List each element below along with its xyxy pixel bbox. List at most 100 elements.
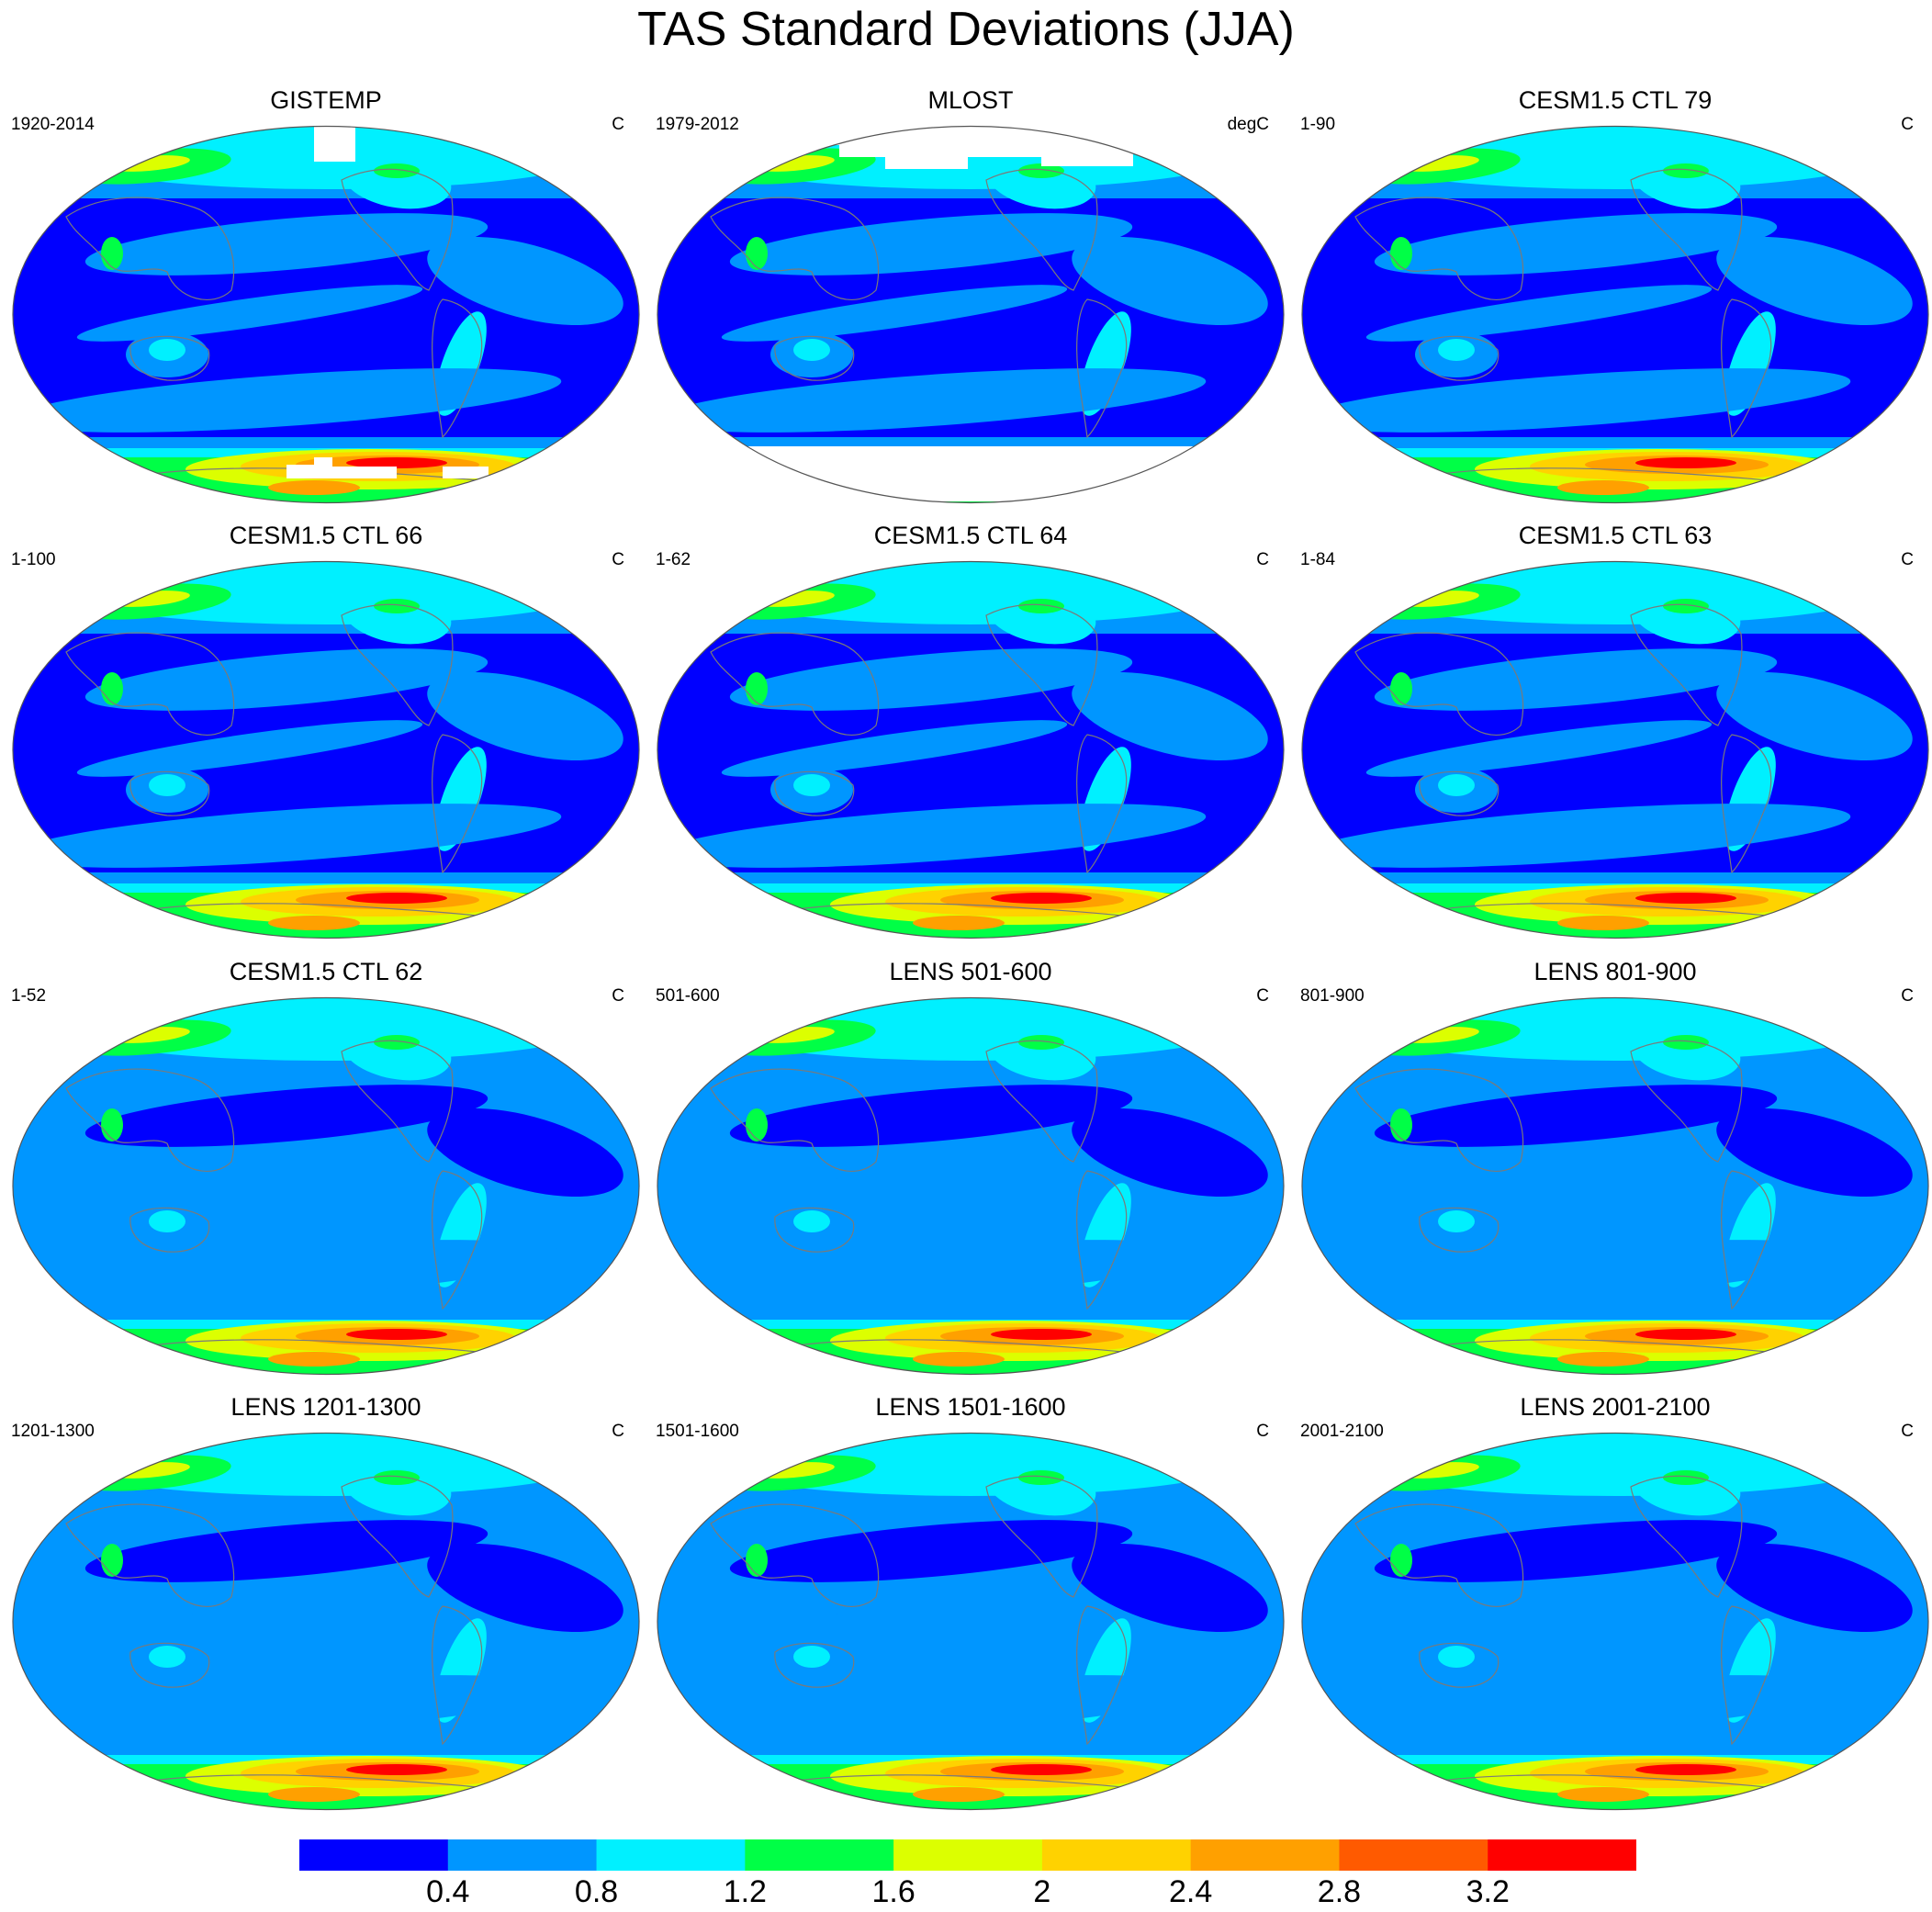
field-india (746, 1108, 768, 1142)
coastline-south-america (1721, 298, 1772, 439)
map-panel: GISTEMP 1920-2014 C (11, 86, 641, 504)
field-australia-core (149, 1646, 185, 1668)
coastline-australia (774, 335, 855, 381)
field-north-america-core (1663, 1470, 1709, 1485)
field-north-america-core (1663, 163, 1709, 178)
field-north-america (342, 586, 452, 645)
coastline-asia (710, 632, 880, 736)
coastline-south-america (432, 298, 483, 439)
coastline-asia (1354, 197, 1524, 300)
panel-title: CESM1.5 CTL 64 (873, 522, 1068, 549)
map-border (657, 560, 1285, 939)
map-panel: CESM1.5 CTL 63 1-84 C (1300, 522, 1930, 939)
field-antarctic-west (1557, 1787, 1649, 1802)
coastline-asia (65, 632, 235, 736)
field-india (101, 1108, 123, 1142)
field-equatorial-band (1365, 1591, 1713, 1648)
robinson-map (1301, 1432, 1929, 1811)
field-australia-core (793, 774, 830, 796)
field-southern-ocean (1302, 368, 1851, 433)
field-australia-core (149, 774, 185, 796)
field-antarctic-max (346, 1329, 447, 1340)
field-north-america-core (374, 163, 420, 178)
colorbar-labels: 0.4 0.8 1.2 1.6 2 2.4 2.8 3.2 (0, 1873, 1932, 1910)
map-panel: CESM1.5 CTL 66 1-100 C (11, 522, 641, 939)
coastline-north-america (985, 603, 1098, 726)
field-north-pacific (1374, 1520, 1778, 1582)
panel-title: CESM1.5 CTL 62 (229, 958, 423, 985)
colorbar-tick-label: 3.2 (1466, 1874, 1510, 1909)
field-antarctic-west (913, 916, 1005, 930)
coastline-south-america (432, 734, 483, 874)
coastline-australia (129, 1207, 210, 1253)
map-panel: MLOST 1979-2012 degC (656, 86, 1286, 504)
field-tropical-atlantic (1716, 672, 1913, 760)
panel-title: GISTEMP (270, 86, 382, 114)
field-north-pacific (1374, 213, 1778, 276)
field-tropical-atlantic (427, 1544, 623, 1632)
panel-units: C (1256, 1422, 1269, 1441)
coastline-australia (129, 335, 210, 381)
field-north-america-core (1663, 599, 1709, 613)
coastline-australia (129, 1642, 210, 1688)
coastline-asia (65, 197, 235, 300)
coastline-australia (1419, 1642, 1500, 1688)
coastline-asia (65, 1503, 235, 1607)
coastline-asia (1354, 632, 1524, 736)
field-north-pacific (84, 1085, 489, 1147)
field-north-america (986, 1457, 1096, 1516)
missing-data-south-patch (286, 457, 489, 478)
coastline-australia (1419, 335, 1500, 381)
panel-period: 2001-2100 (1300, 1422, 1384, 1441)
coastline-south-america (1076, 298, 1128, 439)
robinson-map (657, 125, 1285, 504)
field-equatorial-band (1365, 285, 1713, 342)
field-tropical-atlantic (1072, 1544, 1268, 1632)
field-equatorial-band (721, 1156, 1068, 1213)
coastline-north-america (985, 1040, 1098, 1163)
colorbar-tick-label: 2 (1033, 1874, 1051, 1909)
field-india (1390, 1544, 1412, 1577)
panel-period: 501-600 (656, 986, 720, 1006)
field-antarctic-west (1557, 1352, 1649, 1367)
map-border (657, 1432, 1285, 1811)
field-north-pacific (84, 213, 489, 276)
colorbar-segment (1488, 1839, 1636, 1871)
map-border (1301, 125, 1929, 504)
field-equatorial-band (721, 285, 1068, 342)
coastline-australia (774, 1642, 855, 1688)
field-north-america (1631, 1022, 1741, 1081)
field-north-pacific (84, 1520, 489, 1582)
panel-units: C (612, 986, 624, 1006)
field-north-pacific (729, 213, 1133, 276)
field-north-pacific (1374, 1085, 1778, 1147)
map-border (12, 125, 640, 504)
field-southern-ocean (657, 1675, 1207, 1739)
map-border (657, 125, 1285, 504)
field-antarctic-max (1635, 893, 1736, 904)
coastline-australia (1419, 770, 1500, 816)
field-tropical-atlantic (1716, 1544, 1913, 1632)
colorbar-segment (299, 1839, 449, 1871)
field-antarctic-west (1557, 916, 1649, 930)
coastline-north-america (1630, 168, 1743, 291)
field-north-america-core (374, 1470, 420, 1485)
field-antarctic-max (991, 1764, 1092, 1775)
coastline-australia (774, 1207, 855, 1253)
field-north-america (1631, 1457, 1741, 1516)
field-southern-ocean (657, 804, 1207, 868)
map-panel: CESM1.5 CTL 64 1-62 C (656, 522, 1286, 939)
coastline-north-america (341, 1040, 454, 1163)
robinson-map (12, 1432, 640, 1811)
coastline-asia (1354, 1503, 1524, 1607)
panel-title: LENS 2001-2100 (1520, 1393, 1711, 1421)
field-india (101, 1544, 123, 1577)
coastline-australia (1419, 1207, 1500, 1253)
robinson-map (12, 125, 640, 504)
colorbar-tick-label: 0.4 (426, 1874, 470, 1909)
field-india (1390, 1108, 1412, 1142)
panel-title: CESM1.5 CTL 63 (1518, 522, 1713, 549)
coastline-north-america (1630, 603, 1743, 726)
coastline-australia (129, 770, 210, 816)
coastline-asia (65, 1068, 235, 1172)
